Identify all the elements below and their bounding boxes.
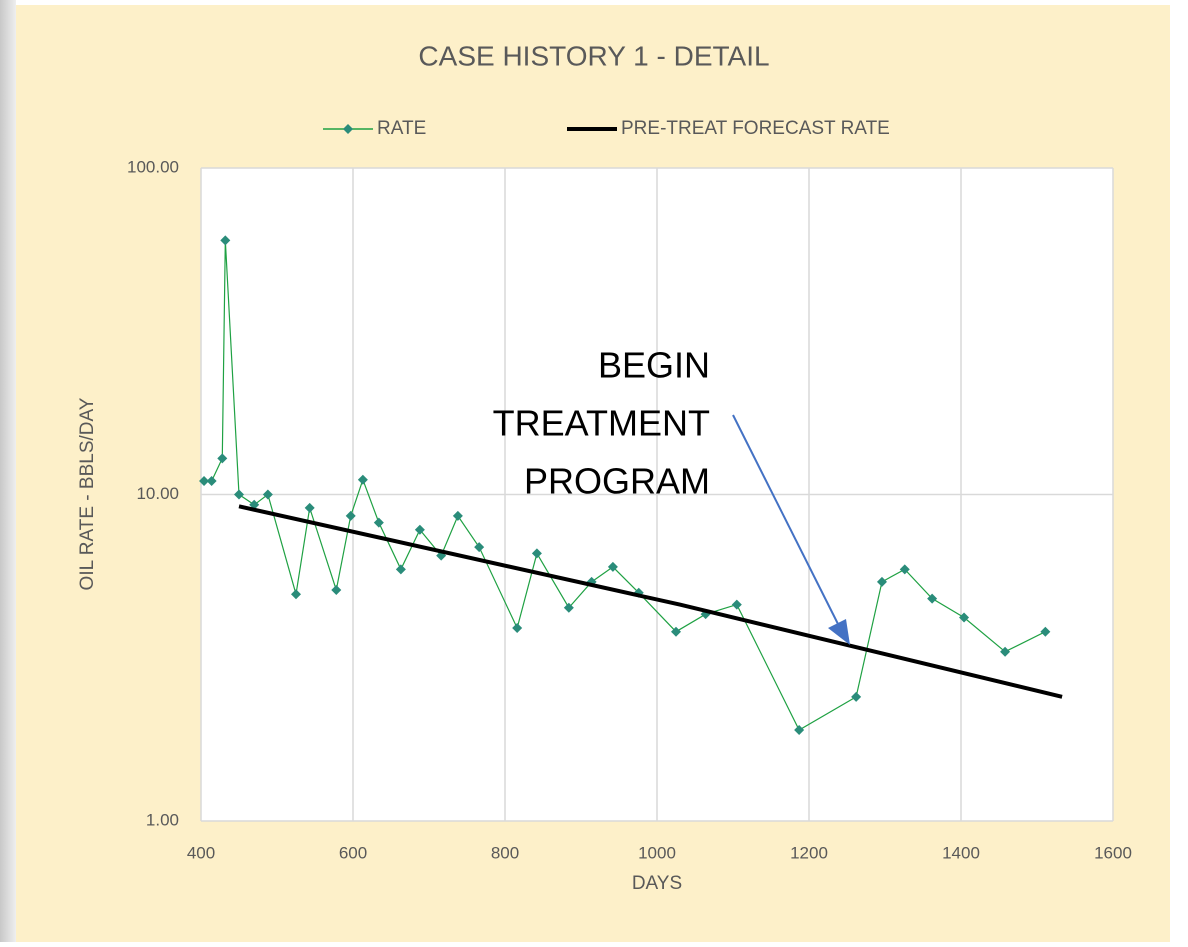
data-point (199, 475, 210, 486)
y-tick-label: 1.00 (146, 810, 179, 829)
data-point (220, 235, 231, 246)
data-point (262, 489, 273, 500)
data-point (563, 602, 574, 613)
y-tick-label: 100.00 (127, 157, 179, 176)
data-point (1040, 626, 1051, 637)
data-point (474, 542, 485, 553)
data-point (452, 510, 463, 521)
data-point (206, 475, 217, 486)
x-tick-label: 600 (339, 843, 367, 862)
data-point (876, 576, 887, 587)
legend-label: RATE (377, 118, 426, 139)
data-point (851, 691, 862, 702)
x-tick-label: 1600 (1094, 843, 1132, 862)
data-point (234, 489, 244, 500)
chart-title: CASE HISTORY 1 - DETAIL (418, 40, 769, 71)
y-axis-label: OIL RATE - BBLS/DAY (77, 397, 98, 590)
data-point (414, 524, 425, 535)
data-point (345, 510, 356, 521)
annotation-text: PROGRAM (524, 461, 710, 502)
data-point (395, 564, 406, 575)
data-point (1000, 646, 1011, 657)
legend-label: PRE-TREAT FORECAST RATE (621, 118, 890, 139)
data-point (217, 453, 228, 464)
data-point (959, 612, 970, 623)
x-tick-label: 1000 (638, 843, 676, 862)
data-point (512, 623, 523, 634)
x-tick-label: 1200 (790, 843, 828, 862)
data-point (607, 561, 618, 572)
x-axis-label: DAYS (632, 873, 682, 894)
data-point (357, 474, 368, 485)
x-tick-label: 1400 (942, 843, 980, 862)
data-point (671, 626, 681, 637)
data-point (794, 724, 805, 735)
data-point (304, 502, 315, 513)
annotation-arrow (732, 414, 839, 625)
side-strip (0, 0, 16, 942)
data-point (291, 589, 301, 600)
data-point (927, 593, 938, 604)
annotation-arrowhead (828, 619, 850, 645)
x-tick-label: 400 (187, 843, 215, 862)
data-point (899, 564, 910, 575)
annotation-text: BEGIN (598, 345, 710, 386)
y-tick-label: 10.00 (136, 484, 179, 503)
series-line (238, 504, 1063, 699)
data-point (331, 584, 342, 595)
data-point (373, 517, 384, 528)
data-point (731, 599, 742, 610)
x-tick-label: 800 (491, 843, 519, 862)
data-point (531, 548, 542, 559)
legend-marker (343, 124, 353, 134)
annotation-text: TREATMENT (493, 403, 710, 444)
